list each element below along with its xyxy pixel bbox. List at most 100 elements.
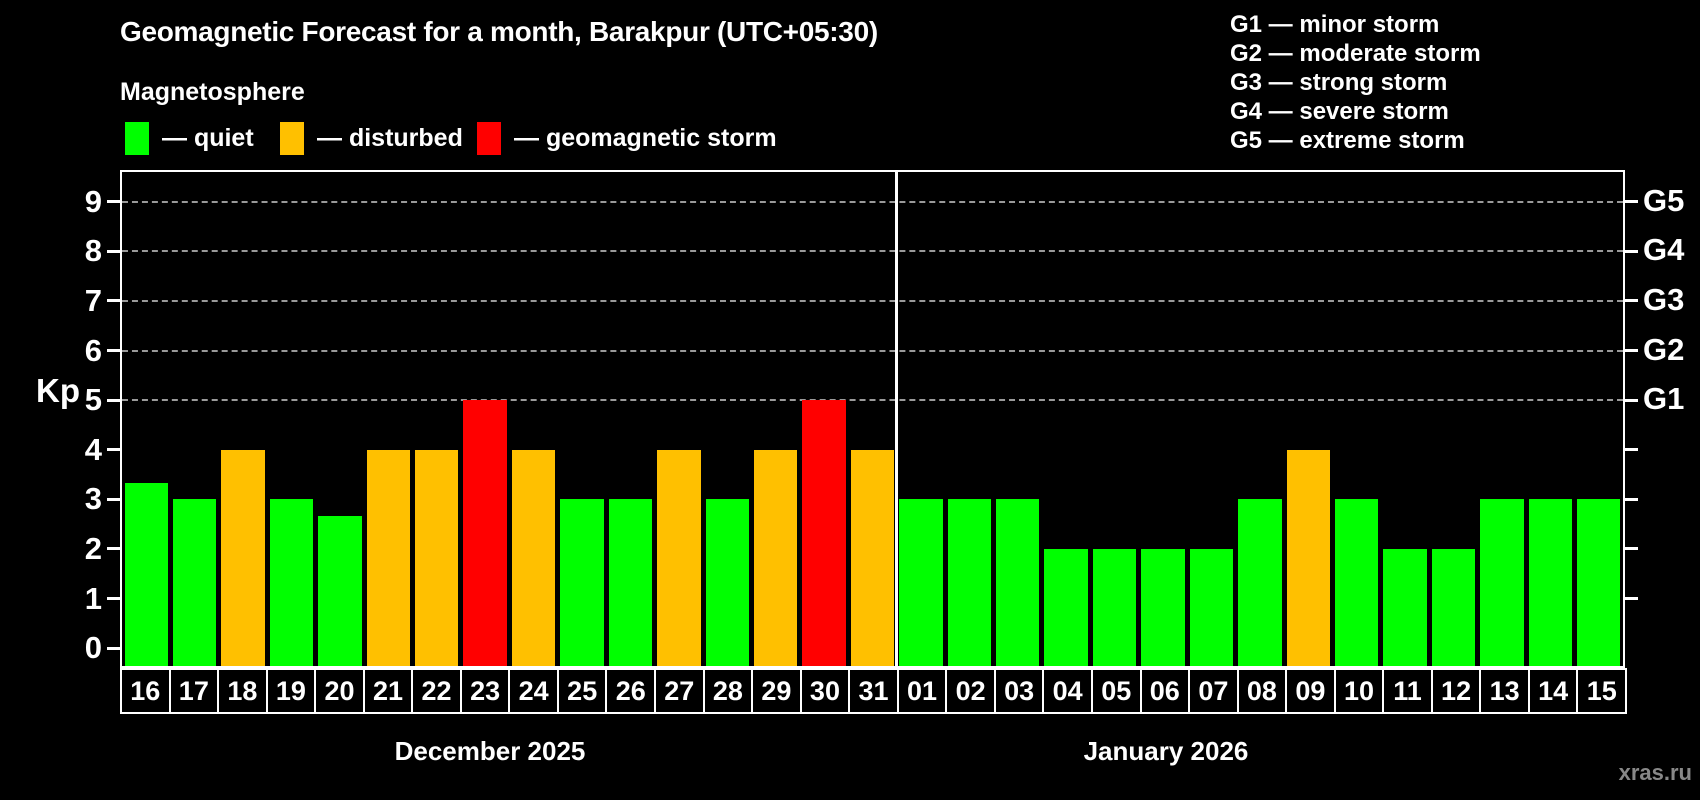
kp-bar-day-21 bbox=[366, 449, 410, 666]
kp-bar-day-03 bbox=[996, 499, 1040, 666]
day-label-21: 21 bbox=[362, 668, 414, 714]
day-label-09: 09 bbox=[1285, 668, 1336, 714]
g-legend-g1: G1 — minor storm bbox=[1230, 11, 1440, 38]
day-label-31: 31 bbox=[848, 668, 899, 714]
day-label-16: 16 bbox=[120, 668, 171, 714]
y-tick-label-5: 5 bbox=[84, 382, 102, 418]
left-tick-7 bbox=[107, 299, 120, 303]
day-label-12: 12 bbox=[1430, 668, 1482, 714]
g-legend-g4: G4 — severe storm bbox=[1230, 98, 1449, 125]
kp-bar-day-02 bbox=[947, 499, 992, 666]
day-label-13: 13 bbox=[1479, 668, 1530, 714]
right-axis-label-g5: G5 bbox=[1643, 182, 1685, 218]
day-label-14: 14 bbox=[1527, 668, 1579, 714]
kp-bar-day-29 bbox=[753, 449, 798, 666]
legend-item-storm: — geomagnetic storm bbox=[477, 122, 777, 155]
day-label-20: 20 bbox=[314, 668, 365, 714]
kp-bar-day-06 bbox=[1141, 548, 1185, 666]
gridline-kp8 bbox=[122, 250, 1623, 253]
right-tick-1 bbox=[1625, 597, 1638, 601]
kp-bar-day-22 bbox=[415, 449, 459, 666]
plot-area bbox=[120, 170, 1625, 668]
y-tick-label-7: 7 bbox=[84, 282, 102, 318]
day-label-30: 30 bbox=[799, 668, 851, 714]
quiet-color-swatch bbox=[125, 122, 149, 155]
y-tick-label-0: 0 bbox=[84, 630, 102, 666]
left-tick-3 bbox=[107, 497, 120, 501]
left-tick-4 bbox=[107, 448, 120, 452]
storm-color-swatch bbox=[477, 122, 501, 155]
right-tick-9 bbox=[1625, 200, 1638, 204]
kp-bar-day-25 bbox=[560, 499, 604, 666]
kp-bar-day-05 bbox=[1092, 548, 1137, 666]
legend-item-quiet: — quiet bbox=[125, 122, 254, 155]
day-label-24: 24 bbox=[508, 668, 559, 714]
right-tick-5 bbox=[1625, 398, 1638, 402]
day-label-03: 03 bbox=[993, 668, 1045, 714]
day-label-22: 22 bbox=[411, 668, 462, 714]
day-label-02: 02 bbox=[945, 668, 996, 714]
kp-bar-day-30 bbox=[802, 400, 846, 666]
kp-bar-day-12 bbox=[1431, 548, 1476, 666]
day-label-27: 27 bbox=[654, 668, 705, 714]
y-tick-label-8: 8 bbox=[84, 233, 102, 269]
day-label-07: 07 bbox=[1188, 668, 1239, 714]
page-title: Geomagnetic Forecast for a month, Barakp… bbox=[120, 16, 878, 47]
y-tick-label-4: 4 bbox=[84, 431, 102, 467]
disturbed-color-swatch bbox=[280, 122, 304, 155]
g-scale-legend: G1 — minor storm G2 — moderate storm G3 … bbox=[1230, 10, 1481, 155]
right-axis-label-g2: G2 bbox=[1643, 331, 1685, 367]
y-tick-label-3: 3 bbox=[84, 481, 102, 517]
day-label-18: 18 bbox=[217, 668, 268, 714]
day-label-04: 04 bbox=[1042, 668, 1093, 714]
right-tick-3 bbox=[1625, 497, 1638, 501]
kp-bar-day-31 bbox=[850, 449, 895, 666]
legend-item-disturbed: — disturbed bbox=[280, 122, 463, 155]
kp-bar-day-20 bbox=[318, 515, 362, 666]
kp-bar-day-14 bbox=[1528, 499, 1573, 666]
day-label-11: 11 bbox=[1382, 668, 1433, 714]
left-tick-6 bbox=[107, 349, 120, 353]
kp-bar-day-04 bbox=[1044, 548, 1088, 666]
day-label-23: 23 bbox=[459, 668, 511, 714]
day-label-28: 28 bbox=[702, 668, 754, 714]
g-legend-g2: G2 — moderate storm bbox=[1230, 40, 1481, 67]
kp-bar-day-19 bbox=[269, 499, 314, 666]
day-label-01: 01 bbox=[896, 668, 948, 714]
right-tick-8 bbox=[1625, 249, 1638, 253]
day-label-15: 15 bbox=[1576, 668, 1627, 714]
legend-label-quiet: — quiet bbox=[162, 124, 254, 152]
kp-bar-day-09 bbox=[1286, 449, 1330, 666]
right-axis-label-g1: G1 bbox=[1643, 381, 1685, 417]
kp-bar-day-24 bbox=[511, 449, 556, 666]
day-label-06: 06 bbox=[1139, 668, 1191, 714]
kp-bar-day-07 bbox=[1189, 548, 1234, 666]
kp-bar-day-27 bbox=[657, 449, 701, 666]
left-tick-8 bbox=[107, 249, 120, 253]
left-tick-1 bbox=[107, 597, 120, 601]
day-label-26: 26 bbox=[605, 668, 657, 714]
kp-bar-day-10 bbox=[1334, 499, 1379, 666]
day-label-05: 05 bbox=[1090, 668, 1142, 714]
month-label-december: December 2025 bbox=[394, 736, 586, 766]
y-tick-label-6: 6 bbox=[84, 332, 102, 368]
y-axis-label: Kp bbox=[36, 372, 80, 409]
right-axis-label-g4: G4 bbox=[1643, 232, 1685, 268]
gridline-kp9 bbox=[122, 200, 1623, 203]
day-label-10: 10 bbox=[1333, 668, 1385, 714]
left-tick-9 bbox=[107, 200, 120, 204]
kp-bar-day-26 bbox=[608, 499, 653, 666]
day-label-25: 25 bbox=[556, 668, 608, 714]
right-tick-2 bbox=[1625, 547, 1638, 551]
kp-bar-day-18 bbox=[221, 449, 265, 666]
gridline-kp6 bbox=[122, 349, 1623, 352]
kp-bar-day-08 bbox=[1238, 499, 1282, 666]
chart-subtitle: Magnetosphere bbox=[120, 78, 305, 106]
legend-label-storm: — geomagnetic storm bbox=[514, 124, 777, 152]
kp-bar-day-15 bbox=[1577, 499, 1621, 666]
right-tick-7 bbox=[1625, 299, 1638, 303]
gridline-kp7 bbox=[122, 299, 1623, 302]
kp-bar-day-28 bbox=[705, 499, 749, 666]
right-tick-4 bbox=[1625, 448, 1638, 452]
kp-bar-day-01 bbox=[899, 499, 943, 666]
